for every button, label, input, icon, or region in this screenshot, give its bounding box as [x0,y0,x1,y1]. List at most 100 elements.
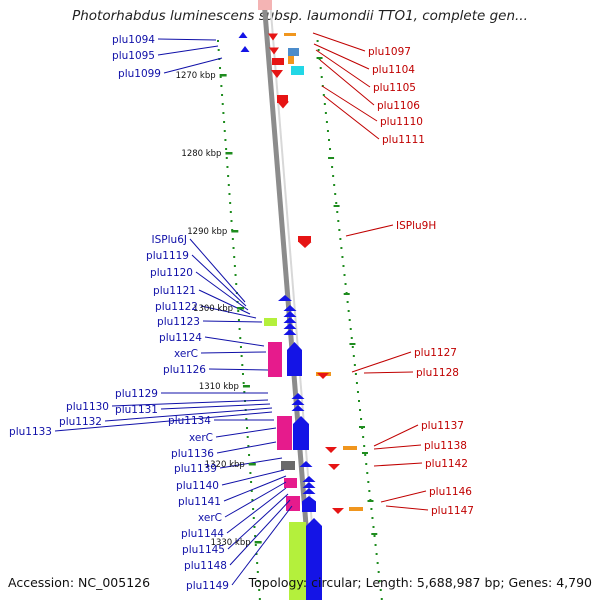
red-feature [269,47,279,55]
right-dot [356,391,359,393]
map-title: Photorhabdus luminescens subsp. laumondi… [72,8,528,24]
right-tick [328,157,335,159]
orange-feature [349,507,363,511]
kbp-label: 1310 kbp [199,382,239,392]
right-dot [362,436,365,438]
blue-feature [291,405,305,411]
left-dot [258,589,261,591]
blue-feature [283,329,297,335]
right-dot [380,598,383,600]
right-gene-label: plu1111 [382,134,425,146]
right-leader-line [380,490,427,503]
red-feature [268,33,278,41]
kbp-tick-mark [237,307,245,310]
right-gene-label: plu1138 [424,440,467,452]
right-leader-line [363,371,414,374]
right-dot [358,400,360,402]
left-gene-label: plu1122 [155,301,198,313]
backbone-top-highlight [258,0,272,10]
left-dot [237,310,240,312]
right-dot [342,265,345,267]
right-dot [375,553,378,555]
left-dot [231,238,234,240]
right-dot [350,337,353,339]
left-leader-line [200,351,267,354]
left-leader-line [226,487,287,534]
leader-lines [54,32,429,586]
left-dot [249,472,252,474]
left-dot [217,40,219,42]
right-leader-line [313,43,370,70]
right-dot [323,103,326,105]
kbp-label: 1330 kbp [211,538,251,548]
blue-feature [302,482,316,488]
right-dot [324,112,327,114]
left-dot [253,526,256,528]
right-dot [339,238,342,240]
left-dot [254,544,257,546]
left-dot [224,139,227,141]
left-dot [255,553,258,555]
left-leader-line [204,336,265,347]
left-dot [227,184,230,186]
right-dot [368,490,371,492]
right-dot [366,472,369,474]
left-dot [223,130,226,132]
right-dot [322,94,325,96]
right-tick [316,57,323,59]
red-feature [271,70,283,78]
left-gene-label: plu1123 [157,316,200,328]
left-dot [230,220,233,222]
kbp-tick-mark [242,385,250,388]
gene-labels: plu1094 plu1095 plu1099 ISPlu6J plu1119 plu11… [9,34,474,592]
blue-feature [302,488,316,494]
kbp-label: 1280 kbp [181,149,221,159]
left-dot [217,49,220,51]
left-gene-label: plu1094 [112,34,155,46]
left-dot [252,508,255,510]
right-dot [327,139,330,141]
right-tick [349,343,356,345]
red-feature [298,236,311,242]
left-dot [229,211,232,213]
right-dot [360,418,363,420]
left-dot [242,382,245,384]
left-dot [245,418,248,420]
left-gene-label: plu1145 [182,544,225,556]
right-leader-line [315,49,371,88]
right-dot [347,310,350,312]
right-dot [337,220,340,222]
right-tick [333,205,340,207]
left-gene-label: plu1129 [115,388,158,400]
right-leader-line [373,424,419,447]
right-tick [367,500,374,502]
left-dot [239,337,242,339]
red-feature [325,447,337,453]
left-dot [233,265,236,267]
feature-tracks [238,32,363,600]
right-gene-label: plu1137 [421,420,464,432]
right-gene-label: plu1110 [380,116,423,128]
blue-feature [302,476,316,482]
right-dot [325,121,328,123]
right-leader-line [373,462,423,467]
orange-feature [284,33,296,36]
right-dot [341,256,344,258]
left-dot [221,94,224,96]
blue-feature [240,46,250,52]
left-gene-label: plu1140 [176,480,219,492]
left-gene-label: plu1144 [181,528,224,540]
right-dot [372,526,375,528]
left-dot [222,112,225,114]
blue-feature [302,496,316,512]
lime-feature [264,318,277,326]
left-dot [246,436,249,438]
right-gene-label: plu1147 [431,505,474,517]
right-dot [332,175,335,177]
left-gene-label: plu1119 [146,250,189,262]
left-leader-line [215,427,277,438]
left-dot [228,193,231,195]
right-leader-line [321,85,378,122]
left-gene-label: plu1124 [159,332,202,344]
